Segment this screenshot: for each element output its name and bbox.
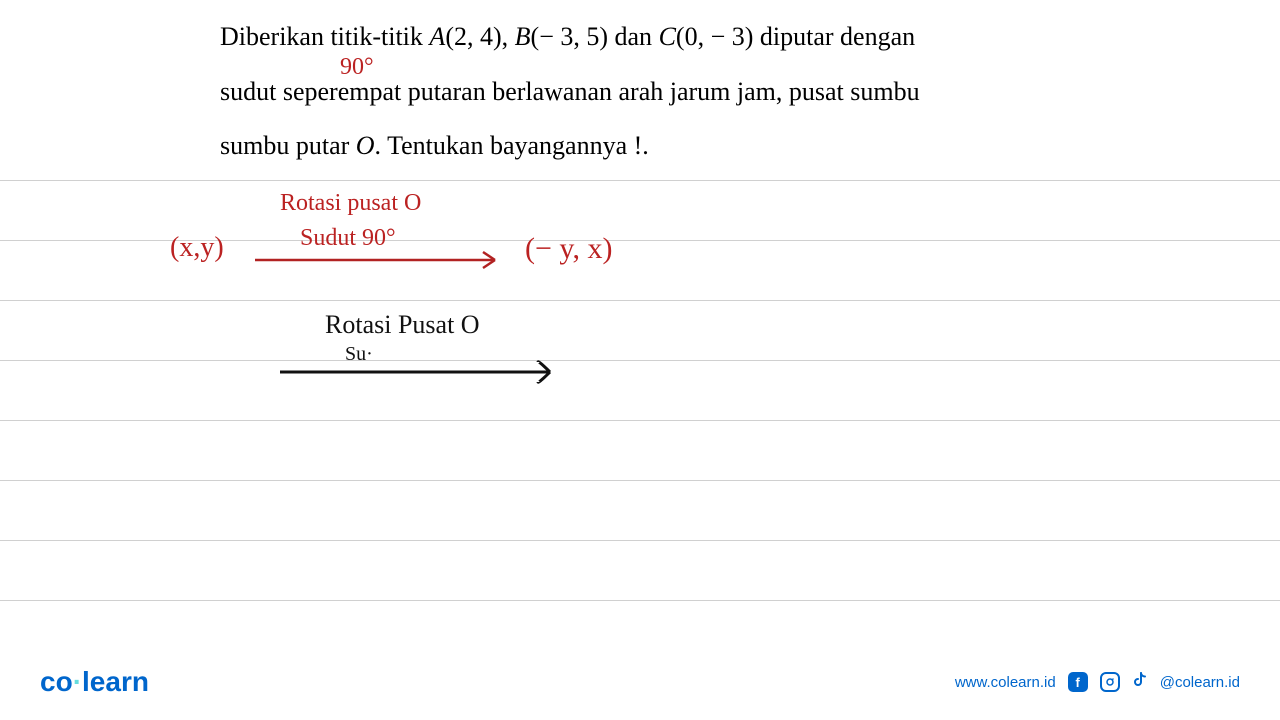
annotation-90-degrees: 90° [340, 54, 374, 81]
text-segment: sumbu putar [220, 131, 356, 160]
arrow-red [255, 248, 515, 278]
annotation-rotasi-1: Rotasi pusat O [280, 190, 421, 217]
point-b-label: B [515, 22, 531, 51]
footer: co·learn www.colearn.id f @colearn.id [0, 662, 1280, 702]
social-handle: @colearn.id [1160, 674, 1240, 691]
problem-statement: Diberikan titik-titik A(2, 4), B(− 3, 5)… [220, 10, 1080, 174]
annotation-xy-right: (− y, x) [525, 232, 612, 266]
problem-text: Diberikan titik-titik A(2, 4), B(− 3, 5)… [220, 10, 1080, 174]
point-b-coords: (− 3, 5) [531, 22, 615, 51]
website-url: www.colearn.id [955, 674, 1056, 691]
ruled-line [0, 480, 1280, 481]
arrow-black [280, 360, 580, 390]
tiktok-icon [1132, 671, 1148, 694]
rotation-center-o: O [356, 131, 375, 160]
logo-learn: learn [82, 666, 149, 697]
text-segment: diputar dengan [760, 22, 915, 51]
brand-logo: co·learn [40, 666, 149, 698]
text-segment: . Tentukan bayangannya !. [375, 131, 649, 160]
text-line2: sudut seperempat putaran berlawanan arah… [220, 77, 920, 106]
ruled-line [0, 420, 1280, 421]
point-c-label: C [659, 22, 676, 51]
ruled-line [0, 300, 1280, 301]
logo-dot: · [73, 666, 82, 697]
ruled-line [0, 600, 1280, 601]
ruled-line [0, 360, 1280, 361]
instagram-icon [1100, 672, 1120, 692]
ruled-line [0, 540, 1280, 541]
point-c-coords: (0, − 3) [676, 22, 760, 51]
ruled-line [0, 180, 1280, 181]
point-a-coords: (2, 4), [445, 22, 514, 51]
facebook-icon: f [1068, 672, 1088, 692]
annotation-rotasi-2: Rotasi Pusat O [325, 310, 480, 340]
text-segment: Diberikan titik-titik [220, 22, 429, 51]
point-a-label: A [429, 22, 445, 51]
annotation-xy-left: (x,y) [170, 232, 224, 264]
footer-right: www.colearn.id f @colearn.id [955, 671, 1240, 694]
text-dan: dan [615, 22, 659, 51]
logo-co: co [40, 666, 73, 697]
